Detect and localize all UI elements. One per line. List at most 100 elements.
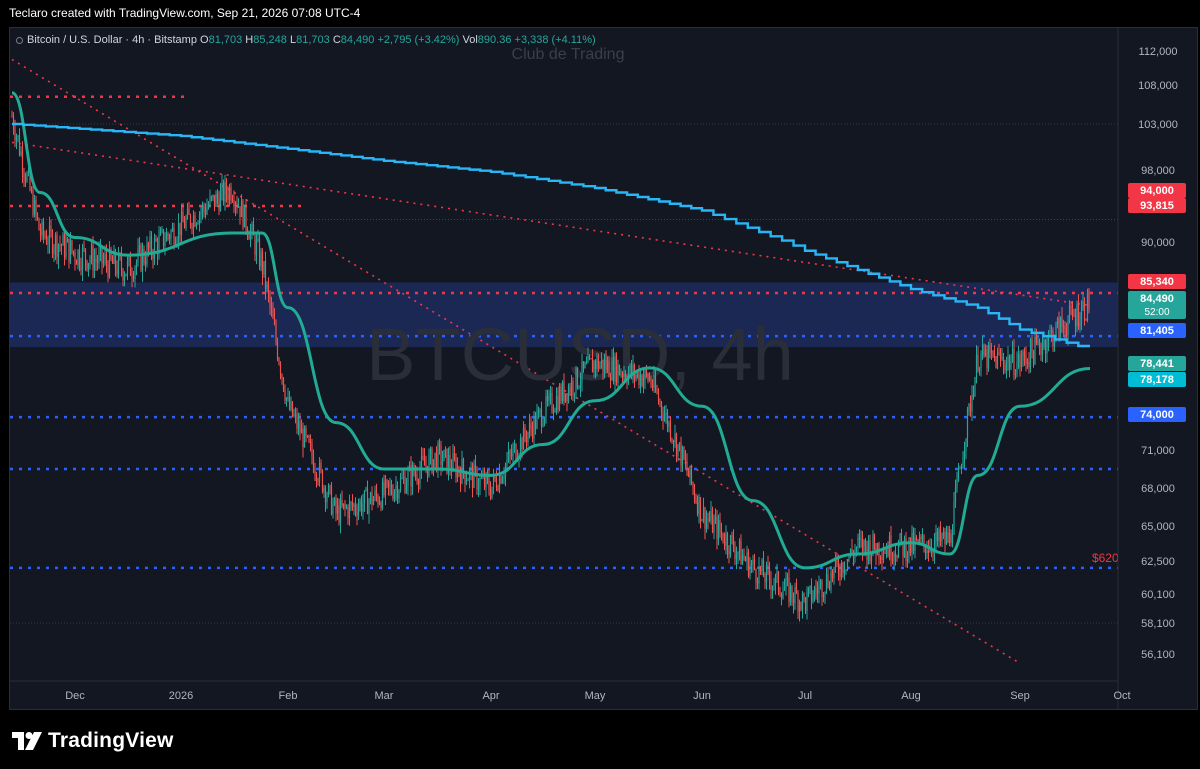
candle-body [494,474,496,480]
candle-body [783,587,786,591]
candle-body [281,374,283,378]
candle-body [128,256,130,262]
candle-body [80,266,82,271]
candle-body [300,428,303,434]
candle-body [488,478,490,491]
candle-body [990,350,993,353]
candle-body [780,594,783,599]
candle-body [336,505,339,514]
candle-body [228,187,231,201]
candle-body [21,151,24,173]
candle-body [353,504,355,507]
time-tick-label: 2026 [169,690,193,702]
candle-body [42,222,45,235]
candle-body [99,245,102,252]
candle-body [1056,318,1059,324]
candle-body [219,190,222,211]
open-label: O [200,34,209,46]
candle-body [419,469,421,484]
candle-body [822,595,825,598]
candle-body [215,193,217,207]
candle-body [392,493,394,499]
candle-body [1002,357,1005,365]
candle-body [398,490,400,499]
candle-body [596,357,598,369]
candle-body [1008,356,1011,370]
candle-body [894,553,897,557]
candle-body [513,444,516,448]
candle-body [995,356,997,369]
candle-body [797,593,799,612]
candle-body [476,468,478,490]
candle-body [813,588,816,598]
candle-body [759,565,762,572]
open-value: 81,703 [208,34,243,46]
candle-body [423,458,426,466]
tradingview-icon [12,732,42,750]
candle-body [963,450,966,457]
candle-body [66,238,69,243]
candle-body [144,262,147,265]
candle-body [453,453,456,460]
candle-body [444,448,447,450]
candle-body [717,520,720,540]
candle-body [729,535,732,555]
candle-body [611,357,613,380]
attribution-text: Teclaro created with TradingView.com, Se… [9,6,361,20]
price-tick-label: 68,000 [1141,483,1175,495]
price-chart[interactable]: BTCUSD, 4h Club de Trading $62000 112,00… [10,28,1198,710]
candle-body [1065,333,1068,336]
candle-body [953,501,955,535]
candle-body [401,477,403,479]
candle-body [287,397,289,399]
candle-body [93,259,96,271]
candle-body [666,412,669,428]
candle-body [1011,348,1014,362]
candle-body [947,532,949,543]
candle-body [234,203,237,207]
chart-pane[interactable]: BTCUSD, 4h Club de Trading $62000 112,00… [9,27,1198,710]
watermark-club: Club de Trading [512,46,625,63]
candle-body [147,243,150,249]
candle-body [1029,339,1032,367]
candle-body [191,225,193,230]
candle-body [908,537,910,556]
symbol-legend[interactable]: Bitcoin / U.S. Dollar · 4h · Bitstamp O8… [16,34,596,46]
candle-body [573,393,576,395]
candle-body [489,490,492,498]
candle-body [680,442,682,466]
candle-body [564,393,567,402]
candle-body [188,208,190,215]
candle-body [827,574,829,587]
candle-body [182,212,184,223]
candle-body [753,559,756,570]
candle-body [390,485,393,494]
candle-body [177,222,180,240]
candle-body [1041,346,1044,355]
candle-body [410,465,412,487]
candle-body [45,236,48,244]
candle-body [290,401,292,410]
tradingview-logo[interactable]: TradingView [12,729,174,753]
price-box [1128,356,1186,371]
candle-body [437,443,439,471]
candle-body [114,250,117,269]
candle-body [957,468,960,481]
candle-body [38,218,40,231]
candle-body [350,502,352,504]
time-tick-label: Mar [375,690,394,702]
candle-body [78,250,81,267]
symbol-name[interactable]: Bitcoin / U.S. Dollar · 4h · Bitstamp [27,34,197,46]
candle-body [918,537,921,543]
candle-body [563,382,565,402]
price-box-label: 84,490 [1140,293,1174,305]
candle-body [126,261,129,274]
candle-body [69,240,72,263]
candle-body [1025,356,1027,364]
candle-body [1043,340,1045,347]
candle-body [161,229,163,232]
candle-body [243,204,246,228]
candle-body [809,585,811,589]
candle-body [834,557,837,568]
candle-body [101,245,103,264]
